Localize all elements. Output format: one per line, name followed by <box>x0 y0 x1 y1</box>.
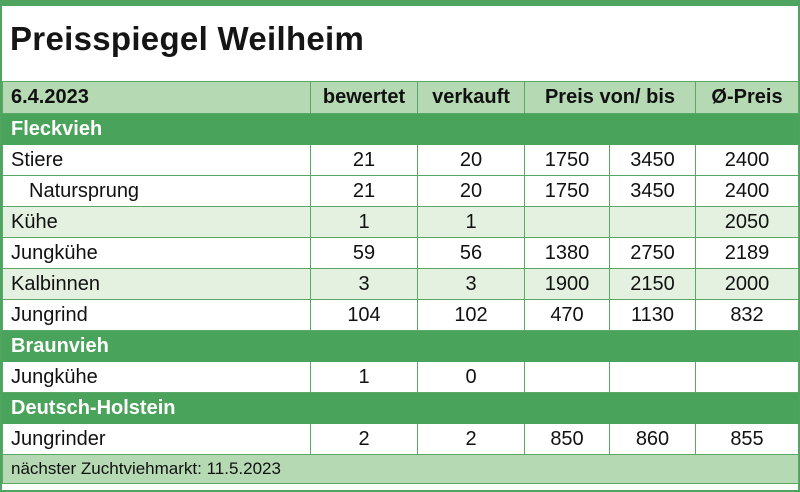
table-header-row: 6.4.2023 bewertet verkauft Preis von/ bi… <box>2 81 799 114</box>
cell-preis-bis: 3450 <box>609 175 696 207</box>
cell-verkauft: 3 <box>417 268 525 300</box>
cell-preis-bis: 2750 <box>609 237 696 269</box>
table-row: Natursprung 21 20 1750 3450 2400 <box>2 175 799 207</box>
cell-avg: 855 <box>695 423 799 455</box>
row-label: Jungrind <box>2 299 311 331</box>
header-date: 6.4.2023 <box>2 81 311 114</box>
cell-bewertet: 21 <box>310 175 418 207</box>
cell-preis-bis: 3450 <box>609 144 696 176</box>
section-row: Deutsch-Holstein <box>2 392 799 424</box>
cell-preis-von <box>524 206 610 238</box>
row-label: Kühe <box>2 206 311 238</box>
section-title: Deutsch-Holstein <box>2 392 799 424</box>
row-label: Natursprung <box>2 175 311 207</box>
table-row: Jungkühe 1 0 <box>2 361 799 393</box>
row-label: Jungkühe <box>2 237 311 269</box>
cell-preis-von: 1750 <box>524 175 610 207</box>
next-market-note: nächster Zuchtviehmarkt: 11.5.2023 <box>2 454 799 484</box>
cell-preis-von: 850 <box>524 423 610 455</box>
cell-bewertet: 2 <box>310 423 418 455</box>
cell-avg <box>695 361 799 393</box>
cell-avg: 2400 <box>695 175 799 207</box>
cell-verkauft: 56 <box>417 237 525 269</box>
cell-verkauft: 20 <box>417 175 525 207</box>
cell-preis-bis: 1130 <box>609 299 696 331</box>
cell-verkauft: 2 <box>417 423 525 455</box>
cell-preis-bis: 860 <box>609 423 696 455</box>
cell-preis-bis <box>609 206 696 238</box>
row-label: Jungkühe <box>2 361 311 393</box>
price-table: 6.4.2023 bewertet verkauft Preis von/ bi… <box>2 81 799 484</box>
cell-preis-von: 1750 <box>524 144 610 176</box>
cell-bewertet: 1 <box>310 361 418 393</box>
header-verkauft: verkauft <box>417 81 525 114</box>
row-label: Kalbinnen <box>2 268 311 300</box>
cell-avg: 2189 <box>695 237 799 269</box>
header-avg: Ø-Preis <box>695 81 799 114</box>
cell-bewertet: 3 <box>310 268 418 300</box>
section-row: Fleckvieh <box>2 113 799 145</box>
cell-verkauft: 20 <box>417 144 525 176</box>
cell-preis-von: 1900 <box>524 268 610 300</box>
page-title: Preisspiegel Weilheim <box>10 20 365 57</box>
section-title: Braunvieh <box>2 330 799 362</box>
cell-preis-von <box>524 361 610 393</box>
table-row: Jungrind 104 102 470 1130 832 <box>2 299 799 331</box>
cell-preis-von: 470 <box>524 299 610 331</box>
cell-avg: 2000 <box>695 268 799 300</box>
section-row: Braunvieh <box>2 330 799 362</box>
cell-avg: 832 <box>695 299 799 331</box>
header-bewertet: bewertet <box>310 81 418 114</box>
table-row: Kühe 1 1 2050 <box>2 206 799 238</box>
cell-verkauft: 1 <box>417 206 525 238</box>
cell-verkauft: 0 <box>417 361 525 393</box>
cell-bewertet: 104 <box>310 299 418 331</box>
cell-bewertet: 21 <box>310 144 418 176</box>
footer-row: nächster Zuchtviehmarkt: 11.5.2023 <box>2 454 799 484</box>
table-row: Jungrinder 2 2 850 860 855 <box>2 423 799 455</box>
cell-preis-bis: 2150 <box>609 268 696 300</box>
cell-avg: 2400 <box>695 144 799 176</box>
cell-avg: 2050 <box>695 206 799 238</box>
header-preis: Preis von/ bis <box>524 81 696 114</box>
table-row: Kalbinnen 3 3 1900 2150 2000 <box>2 268 799 300</box>
section-title: Fleckvieh <box>2 113 799 145</box>
table-row: Jungkühe 59 56 1380 2750 2189 <box>2 237 799 269</box>
row-label: Jungrinder <box>2 423 311 455</box>
cell-preis-von: 1380 <box>524 237 610 269</box>
cell-verkauft: 102 <box>417 299 525 331</box>
table-row: Stiere 21 20 1750 3450 2400 <box>2 144 799 176</box>
row-label: Stiere <box>2 144 311 176</box>
cell-bewertet: 1 <box>310 206 418 238</box>
cell-preis-bis <box>609 361 696 393</box>
cell-bewertet: 59 <box>310 237 418 269</box>
